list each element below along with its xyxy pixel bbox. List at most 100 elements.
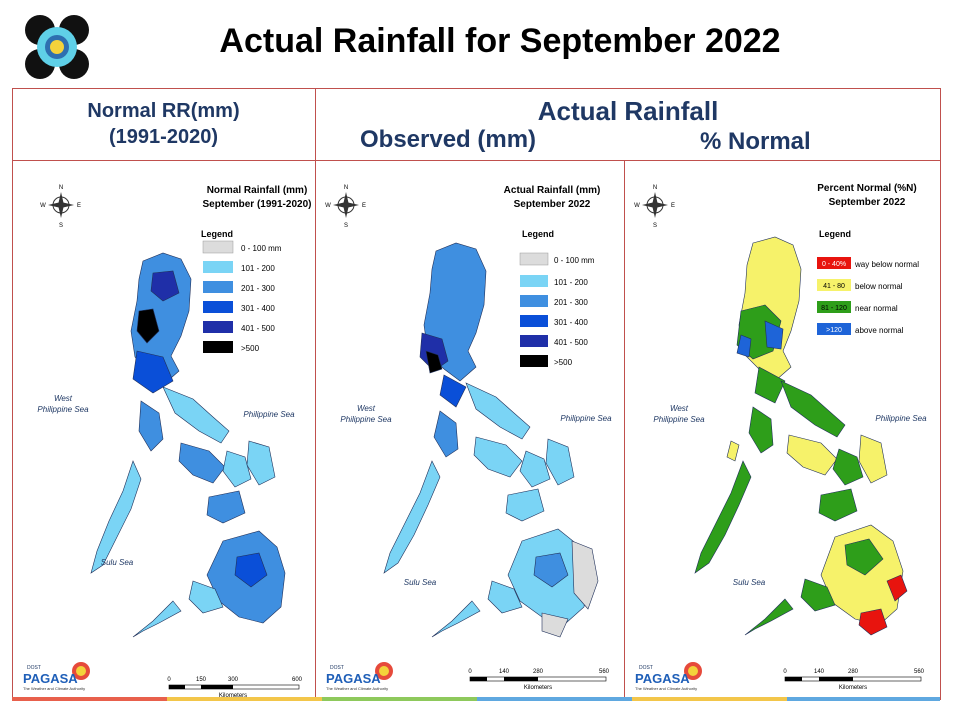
pagasa-tag: DOST [330,665,344,671]
compass-e: E [77,203,81,209]
pagasa-logo: DOST PAGASA The Weather and Climate Auth… [326,662,393,691]
sea-label-sulu: Sulu Sea [404,578,437,587]
bottom-color-bar [12,697,940,701]
legend-label-5: >500 [554,358,573,367]
legend-swatch-1 [203,261,233,273]
map-panel-percent-normal: N S W E Percent Normal (%N) September 20… [624,160,941,700]
legend-label-2: 201 - 300 [241,284,275,293]
legend-swatch-4 [203,321,233,333]
legend-swatch-1 [520,275,548,287]
legend-swatch-3 [817,323,851,335]
legend-label-3: 301 - 400 [241,304,275,313]
legend-label-3: 301 - 400 [554,318,588,327]
legend: 0 - 100 mm 101 - 200 201 - 300 301 - 400… [519,252,595,367]
map-panel-actual: N S W E Actual Rainfall (mm) September 2… [315,160,625,700]
legend-label-1: 101 - 200 [241,264,275,273]
scale-label-0: 0 [783,669,787,675]
compass-w: W [40,203,46,209]
legend-label-0: way below normal [854,260,919,269]
pagasa-brand: PAGASA [635,671,690,686]
legend-swatch-5 [520,355,548,367]
sea-label-east: Philippine Sea [875,414,927,423]
scale-unit: Kilometers [219,693,247,699]
philippines-map [694,236,908,636]
scale-bar: 0 140 280 560 Kilometers [783,669,924,691]
map-title-line1: Normal Rainfall (mm) [207,185,308,196]
legend-swatch-0 [817,257,851,269]
compass-s: S [344,223,348,229]
compass-w: W [634,203,640,209]
map-title-line2: September 2022 [514,199,591,210]
compass-n: N [653,185,657,191]
legend-title: Legend [522,229,554,239]
legend-label-5: >500 [241,344,260,353]
sea-label-west-line2: Philippine Sea [37,405,89,414]
legend-swatch-3 [203,301,233,313]
legend-swatch-0 [202,240,234,254]
scale-label-3: 560 [599,669,610,675]
sea-label-west-line2: Philippine Sea [653,415,705,424]
map-title-line1: Actual Rainfall (mm) [504,185,601,196]
actual-map: N S W E Actual Rainfall (mm) September 2… [325,185,612,691]
legend-label-2: 201 - 300 [554,298,588,307]
scale-bar: 0 140 280 560 Kilometers [468,669,609,691]
philippines-map [383,242,599,638]
compass-icon: N S W E [325,185,366,229]
scale-label-1: 140 [814,669,825,675]
normal-map: N S W E Normal Rainfall (mm) September (… [23,185,311,699]
legend-swatch-text-3: >120 [826,327,842,334]
legend-label-4: 401 - 500 [241,324,275,333]
legend-swatch-2 [817,301,851,313]
sea-label-west-line1: West [670,404,689,413]
observed-header: Observed (mm) [360,126,537,153]
legend: 0 - 100 mm 101 - 200 201 - 300 301 - 400… [202,240,282,353]
percent-normal-header: % Normal [700,128,811,155]
compass-n: N [59,185,63,191]
dost-logo [24,14,90,80]
legend-label-1: 101 - 200 [554,278,588,287]
legend-swatch-0 [519,252,549,266]
compass-e: E [671,203,675,209]
scale-label-0: 0 [167,677,171,683]
legend-label-3: above normal [855,326,904,335]
legend-label-2: near normal [855,304,898,313]
scale-label-2: 280 [533,669,544,675]
legend-label-0: 0 - 100 mm [241,244,282,253]
map-title-line2: September 2022 [829,197,906,208]
pagasa-sub: The Weather and Climate Authority [23,686,85,691]
compass-n: N [344,185,348,191]
compass-w: W [325,203,331,209]
map-title-line1: Percent Normal (%N) [817,183,916,194]
pagasa-tag: DOST [639,665,653,671]
scale-label-2: 300 [228,677,239,683]
scale-label-3: 600 [292,677,303,683]
pagasa-sub: The Weather and Climate Authority [635,686,697,691]
compass-icon: N S W E [40,185,81,229]
legend-swatch-text-1: 41 - 80 [823,283,845,290]
actual-rainfall-header: Actual Rainfall [537,96,719,126]
legend-label-1: below normal [855,282,903,291]
legend-swatch-2 [203,281,233,293]
philippines-map [90,252,286,638]
pagasa-tag: DOST [27,665,41,671]
scale-label-1: 150 [196,677,207,683]
sea-label-east: Philippine Sea [560,414,612,423]
map-panel-normal: N S W E Normal Rainfall (mm) September (… [12,160,316,700]
scale-unit: Kilometers [524,685,552,691]
legend-swatch-1 [817,279,851,291]
legend-swatch-2 [520,295,548,307]
scale-label-0: 0 [468,669,472,675]
scale-label-2: 280 [848,669,859,675]
legend-swatch-5 [203,341,233,353]
percent-normal-map: N S W E Percent Normal (%N) September 20… [634,183,927,691]
sea-label-east: Philippine Sea [243,410,295,419]
sea-label-sulu: Sulu Sea [733,578,766,587]
pagasa-brand: PAGASA [326,671,381,686]
pagasa-logo: DOST PAGASA The Weather and Climate Auth… [23,662,90,691]
normal-header-line1: Normal RR(mm) [87,100,240,122]
normal-header-line2: (1991-2020) [109,126,218,148]
compass-s: S [59,223,63,229]
pagasa-logo: DOST PAGASA The Weather and Climate Auth… [635,662,702,691]
compass-e: E [362,203,366,209]
scale-bar: 0 150 300 600 Kilometers [167,677,302,699]
